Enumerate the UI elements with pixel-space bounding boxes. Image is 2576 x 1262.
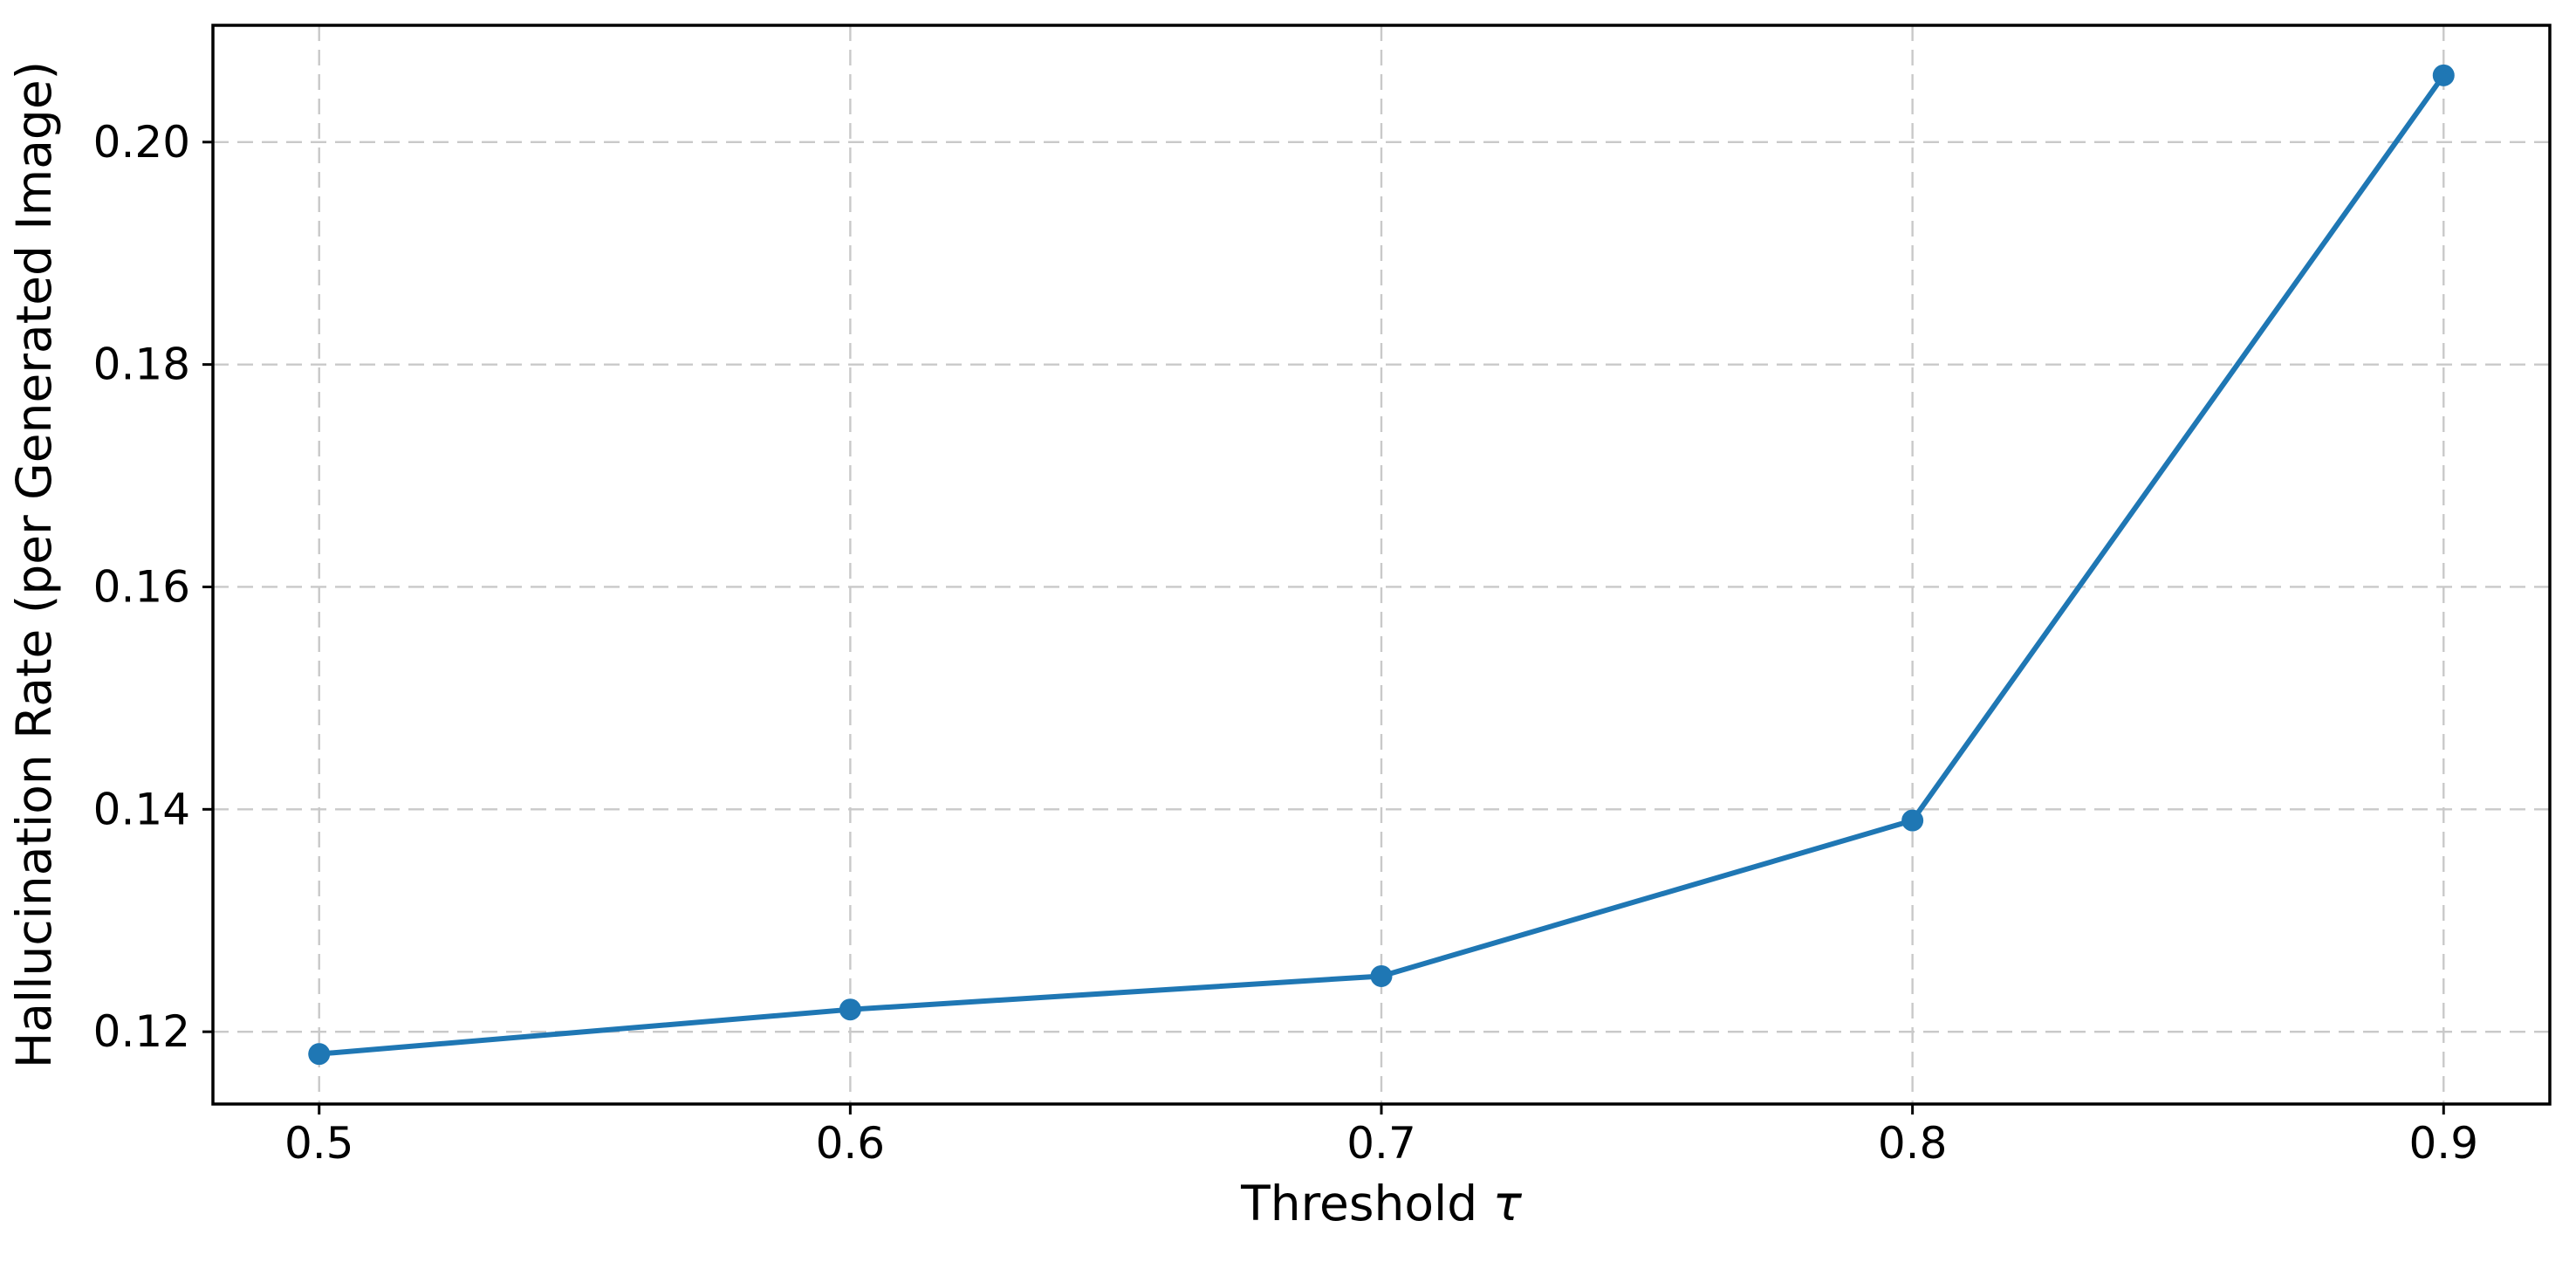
x-tick-label: 0.7 [1346, 1118, 1416, 1169]
x-tick-label: 0.5 [284, 1118, 354, 1169]
y-tick-label: 0.12 [93, 1006, 190, 1057]
tick-labels: 0.12 0.14 0.16 0.18 0.20 0.5 0.6 0.7 0.8 0.9 [93, 117, 2478, 1169]
data-point [1901, 809, 1924, 832]
y-tick-label: 0.18 [93, 340, 190, 390]
x-tick-label: 0.8 [1878, 1118, 1948, 1169]
y-tick-label: 0.20 [93, 117, 190, 168]
y-tick-label: 0.14 [93, 784, 190, 834]
data-point [839, 998, 861, 1021]
y-axis-label: Hallucination Rate (per Generated Image) [6, 61, 62, 1068]
x-axis-label: Threshold τ [1240, 1176, 1523, 1231]
data-series [308, 64, 2455, 1066]
data-point [2432, 64, 2455, 86]
axis-ticks [202, 141, 2445, 1115]
x-tick-label: 0.9 [2409, 1118, 2479, 1169]
x-tick-label: 0.6 [816, 1118, 886, 1169]
data-point [308, 1043, 331, 1066]
data-point [1370, 964, 1393, 987]
y-tick-label: 0.16 [93, 561, 190, 612]
gridlines [213, 25, 2550, 1104]
